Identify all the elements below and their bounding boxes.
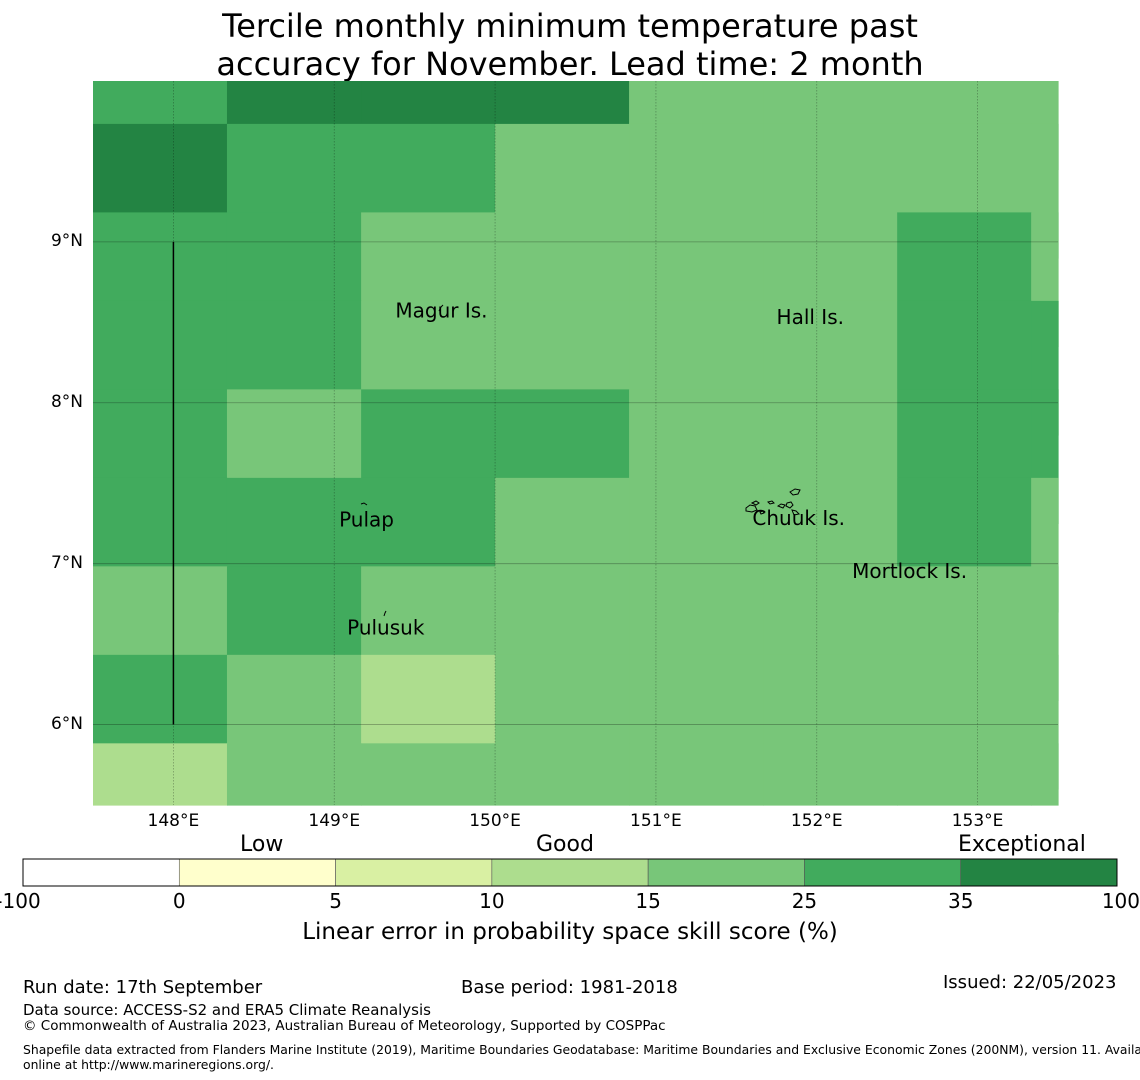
colorbar-segment bbox=[491, 858, 649, 887]
island-outline bbox=[745, 504, 758, 513]
island-outline bbox=[438, 304, 444, 312]
island-outline bbox=[759, 510, 765, 515]
skill-grid bbox=[93, 81, 1059, 806]
chart-title-line1: Tercile monthly minimum temperature past bbox=[222, 7, 918, 45]
skill-cell bbox=[897, 743, 1032, 806]
shapefile-credit-line2: online at http://www.marineregions.org/. bbox=[23, 1057, 274, 1072]
island-outline bbox=[776, 503, 786, 509]
place-label: Chuuk Is. bbox=[752, 506, 845, 530]
chart-title-line2: accuracy for November. Lead time: 2 mont… bbox=[216, 45, 924, 83]
shapefile-credit-line1: Shapefile data extracted from Flanders M… bbox=[23, 1042, 1140, 1057]
longitude-tick-label: 152°E bbox=[790, 811, 843, 831]
longitude-tick-label: 153°E bbox=[951, 811, 1004, 831]
colorbar-tick-label: 100 bbox=[1101, 889, 1140, 913]
longitude-tick-label: 149°E bbox=[308, 811, 361, 831]
colorbar-label-low: Low bbox=[240, 832, 284, 857]
place-label: Pulusuk bbox=[347, 615, 425, 639]
skill-cell bbox=[629, 743, 764, 806]
colorbar-tick-label: 10 bbox=[479, 889, 505, 913]
colorbar-segment bbox=[647, 858, 805, 887]
colorbar-segment bbox=[335, 858, 493, 887]
skill-cell bbox=[763, 743, 898, 806]
colorbar-segment bbox=[178, 858, 336, 887]
colorbar-tick-label: 25 bbox=[791, 889, 818, 913]
copyright: © Commonwealth of Australia 2023, Austra… bbox=[23, 1018, 666, 1034]
place-label: Mortlock Is. bbox=[852, 559, 967, 583]
colorbar-tick-label: -100 bbox=[0, 889, 41, 913]
skill-cell bbox=[93, 743, 228, 806]
longitude-tick-label: 151°E bbox=[630, 811, 682, 831]
island-outline bbox=[791, 509, 801, 516]
colorbar-tick-label: 0 bbox=[172, 889, 186, 913]
island-outline bbox=[789, 488, 801, 496]
data-source: Data source: ACCESS-S2 and ERA5 Climate … bbox=[23, 1001, 431, 1019]
map-features bbox=[172, 241, 801, 725]
colorbar-label-exceptional: Exceptional bbox=[958, 832, 1086, 857]
base-period: Base period: 1981-2018 bbox=[461, 977, 678, 998]
colorbar-frame bbox=[22, 858, 1118, 887]
skill-cell bbox=[361, 743, 496, 806]
run-date: Run date: 17th September bbox=[23, 977, 263, 998]
colorbar-tick-label: 35 bbox=[947, 889, 974, 913]
colorbar bbox=[22, 858, 1118, 887]
skill-cell bbox=[495, 743, 630, 806]
latitude-tick-label: 8°N bbox=[50, 391, 83, 412]
longitude-tick-label: 150°E bbox=[469, 811, 521, 831]
latitude-tick-label: 6°N bbox=[50, 713, 83, 734]
island-outline bbox=[767, 500, 775, 505]
island-outline bbox=[360, 502, 368, 506]
colorbar-segment bbox=[804, 858, 962, 887]
island-outline bbox=[785, 501, 794, 509]
latitude-tick-label: 7°N bbox=[50, 552, 83, 573]
issued-date: Issued: 22/05/2023 bbox=[943, 972, 1117, 993]
longitude-tick-label: 148°E bbox=[147, 811, 200, 831]
colorbar-tick-label: 15 bbox=[635, 889, 661, 913]
skill-cell bbox=[1031, 743, 1059, 806]
latitude-tick-label: 9°N bbox=[50, 230, 83, 251]
colorbar-tick-label: 5 bbox=[329, 889, 342, 913]
place-labels: Magur Is. Hall Is. Pulap Chuuk Is. Mortlock … bbox=[339, 299, 967, 640]
colorbar-segment bbox=[960, 858, 1118, 887]
place-label: Pulap bbox=[339, 508, 394, 532]
graticule bbox=[93, 81, 1058, 805]
colorbar-title: Linear error in probability space skill … bbox=[302, 919, 838, 945]
place-label: Hall Is. bbox=[777, 305, 844, 329]
skill-cell bbox=[226, 743, 362, 806]
colorbar-segment bbox=[22, 858, 180, 887]
island-outline bbox=[383, 610, 387, 617]
place-label: Magur Is. bbox=[395, 299, 487, 323]
colorbar-label-good: Good bbox=[536, 832, 594, 857]
island-outline bbox=[750, 500, 760, 506]
